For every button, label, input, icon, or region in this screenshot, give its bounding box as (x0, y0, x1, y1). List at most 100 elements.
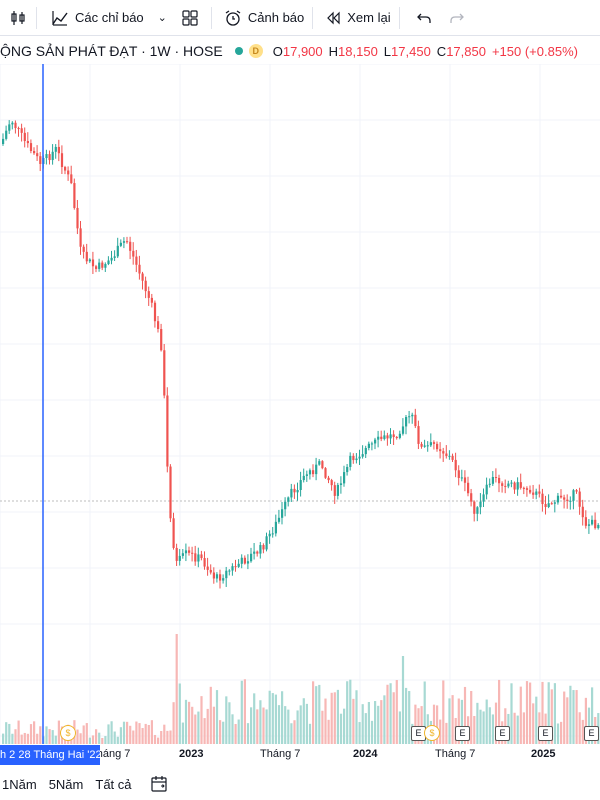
volume-bar (315, 686, 318, 744)
volume-bar (560, 721, 563, 744)
volume-bar (166, 730, 169, 744)
indicators-button[interactable]: Các chỉ báo ⌄ (37, 0, 175, 36)
candle-body (377, 436, 380, 440)
candle-body (532, 492, 535, 495)
candle-body (240, 557, 243, 564)
candle-body (491, 477, 494, 484)
earnings-marker[interactable]: E (584, 726, 599, 741)
undo-button[interactable] (406, 0, 442, 36)
volume-bar (107, 724, 110, 744)
volume-bar (17, 720, 20, 744)
candle-body (504, 485, 507, 487)
volume-bar (175, 634, 178, 744)
alert-button[interactable]: Cảnh báo (212, 0, 312, 36)
volume-bar (36, 733, 39, 744)
ohlc-open-value: 17,900 (282, 43, 323, 59)
candle-body (569, 500, 572, 502)
candle-body (318, 461, 321, 465)
volume-bar (29, 724, 33, 744)
chevron-down-icon: ⌄ (157, 12, 167, 24)
symbol-name[interactable]: ỘNG SẢN PHÁT ĐẠT · 1W · HOSE (0, 43, 223, 59)
volume-bar (336, 689, 339, 744)
volume-bar (194, 714, 197, 744)
price-chart[interactable] (0, 64, 600, 744)
earnings-marker[interactable]: E (538, 726, 553, 741)
ohlc-high: H18,150 (329, 44, 378, 59)
candle-body (563, 497, 566, 500)
ohlc-open: O17,900 (273, 44, 323, 59)
volume-bar (293, 720, 296, 744)
rewind-icon (327, 11, 340, 24)
candle-body (355, 458, 358, 461)
candle-body (370, 443, 374, 445)
volume-bar (374, 701, 377, 744)
candle-body (91, 259, 95, 267)
candle-body (587, 524, 591, 526)
candle-body (271, 533, 274, 535)
volume-bar (398, 711, 401, 744)
range-all-button[interactable]: Tất cả (95, 776, 132, 792)
volume-bar (200, 696, 203, 744)
volume-bar (33, 721, 36, 744)
volume-bar (209, 686, 212, 744)
candle-style-button[interactable] (0, 0, 36, 36)
candle-body (101, 262, 104, 268)
volume-bar (169, 730, 172, 744)
time-axis-label: 2025 (531, 748, 556, 760)
ohlc-low-value: 17,450 (391, 43, 431, 59)
volume-bar (377, 705, 380, 744)
volume-bar (197, 711, 200, 744)
candle-body (14, 122, 17, 129)
candle-body (209, 569, 212, 573)
volume-bar (126, 721, 129, 744)
volume-bar (473, 716, 476, 744)
replay-button[interactable]: Xem lại (313, 0, 398, 36)
volume-bar (358, 722, 361, 744)
candle-body (281, 509, 284, 518)
calendar-range-icon[interactable] (150, 775, 168, 793)
toolbar-divider (312, 6, 314, 29)
volume-bar (414, 704, 417, 744)
alarm-clock-icon (225, 9, 241, 26)
volume-bar (76, 729, 79, 744)
candle-body (507, 483, 510, 487)
range-5y-button[interactable]: 5Năm (48, 776, 84, 792)
volume-bar (98, 732, 101, 744)
volume-bar (324, 698, 327, 744)
volume-bar (488, 707, 491, 744)
candle-body (277, 517, 281, 522)
range-1y-button[interactable]: 1Năm (2, 776, 37, 792)
time-axis[interactable]: Tháng 7 2023 Tháng 7 2024 Tháng 7 2025 (0, 744, 600, 766)
volume-bar (578, 712, 581, 744)
earnings-marker[interactable]: E (495, 726, 510, 741)
volume-bar (160, 730, 163, 744)
candle-body (132, 250, 135, 257)
dividend-marker[interactable]: $ (60, 725, 76, 741)
candle-body (572, 490, 575, 501)
candle-body (405, 417, 408, 427)
candle-body (408, 416, 411, 418)
volume-bar (581, 719, 584, 744)
candle-body (107, 260, 110, 265)
candle-body (169, 466, 172, 519)
candle-body (479, 501, 482, 508)
candle-body (401, 426, 405, 434)
earnings-marker[interactable]: E (455, 726, 470, 741)
candle-body (451, 455, 454, 460)
dividend-marker[interactable]: $ (424, 725, 440, 741)
candle-body (494, 477, 498, 479)
volume-bar (445, 722, 448, 744)
volume-bar (228, 702, 231, 744)
layouts-button[interactable] (175, 0, 205, 36)
redo-button[interactable] (442, 0, 472, 36)
volume-bar (405, 687, 408, 744)
candle-body (501, 483, 504, 486)
volume-bar (132, 730, 135, 744)
candle-body (550, 503, 553, 505)
volume-bar (26, 733, 29, 744)
volume-bar (541, 681, 544, 744)
volume-bar (88, 737, 91, 744)
candle-body (225, 570, 228, 579)
volume-bar (408, 691, 411, 744)
candle-body (222, 578, 225, 581)
